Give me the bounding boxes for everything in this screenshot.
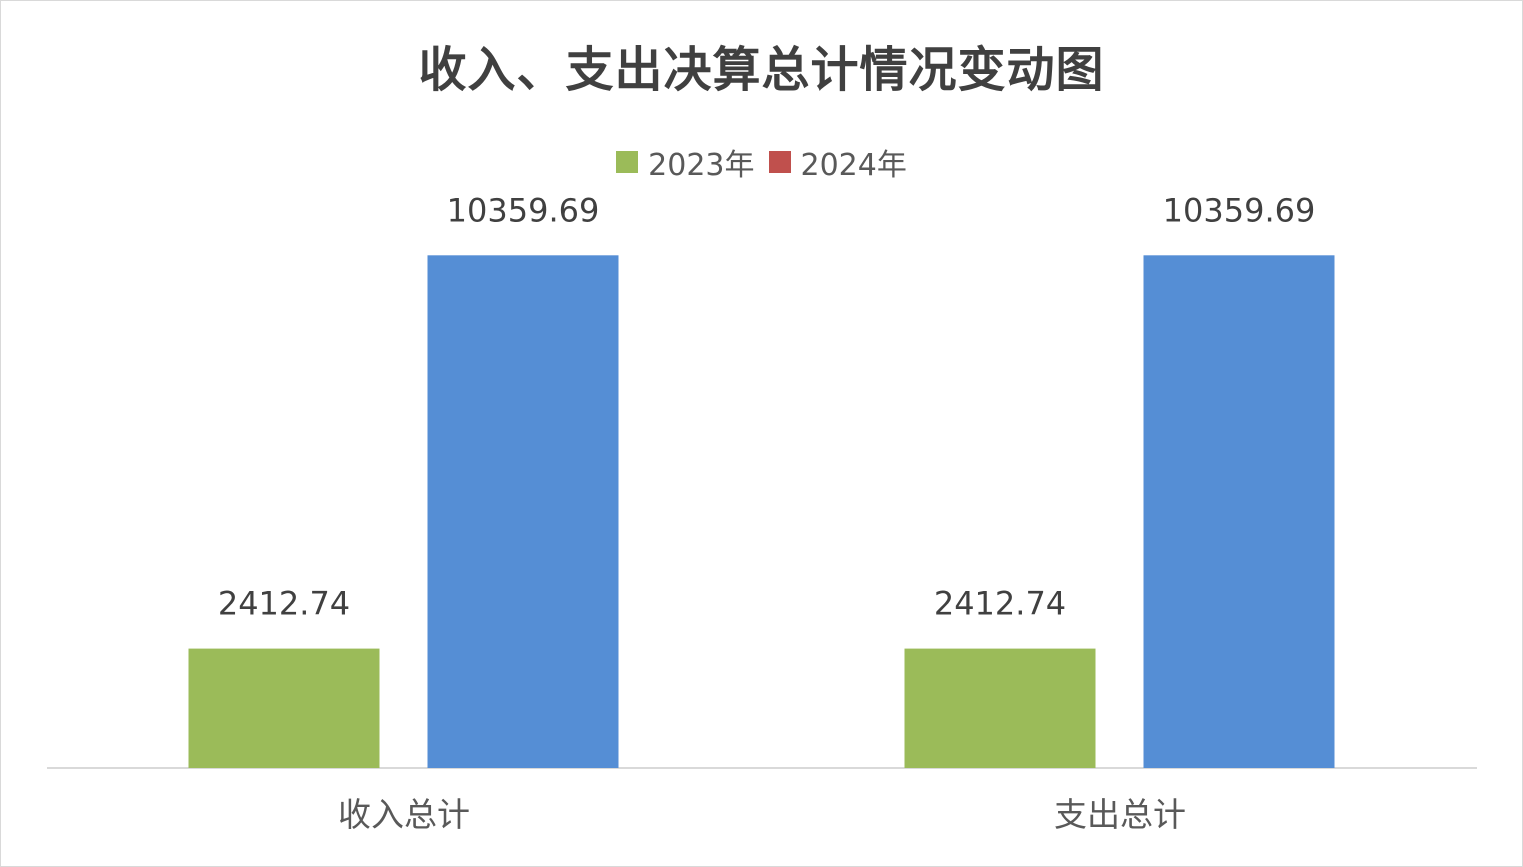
legend-item-2023: 2023年 — [616, 140, 755, 184]
legend-label-2024: 2024年 — [800, 148, 907, 183]
data-label-2023-0: 2412.74 — [218, 585, 350, 623]
bar-2024-1 — [1143, 255, 1335, 768]
legend-item-2024: 2024年 — [768, 140, 907, 184]
bar-2023-1 — [904, 648, 1096, 768]
category-label-1: 支出总计 — [1054, 795, 1186, 834]
chart-title: 收入、支出决算总计情况变动图 — [418, 42, 1105, 98]
legend-swatch-2023 — [616, 151, 639, 173]
legend-swatch-2024 — [768, 151, 791, 173]
data-label-2023-1: 2412.74 — [934, 585, 1066, 623]
legend-label-2023: 2023年 — [648, 148, 755, 183]
category-label-0: 收入总计 — [338, 795, 470, 834]
bar-2024-0 — [427, 255, 619, 768]
bar-2023-0 — [188, 648, 380, 768]
data-label-2024-0: 10359.69 — [447, 191, 600, 229]
legend: 2023年 2024年 — [0, 140, 1523, 184]
data-label-2024-1: 10359.69 — [1163, 191, 1316, 229]
